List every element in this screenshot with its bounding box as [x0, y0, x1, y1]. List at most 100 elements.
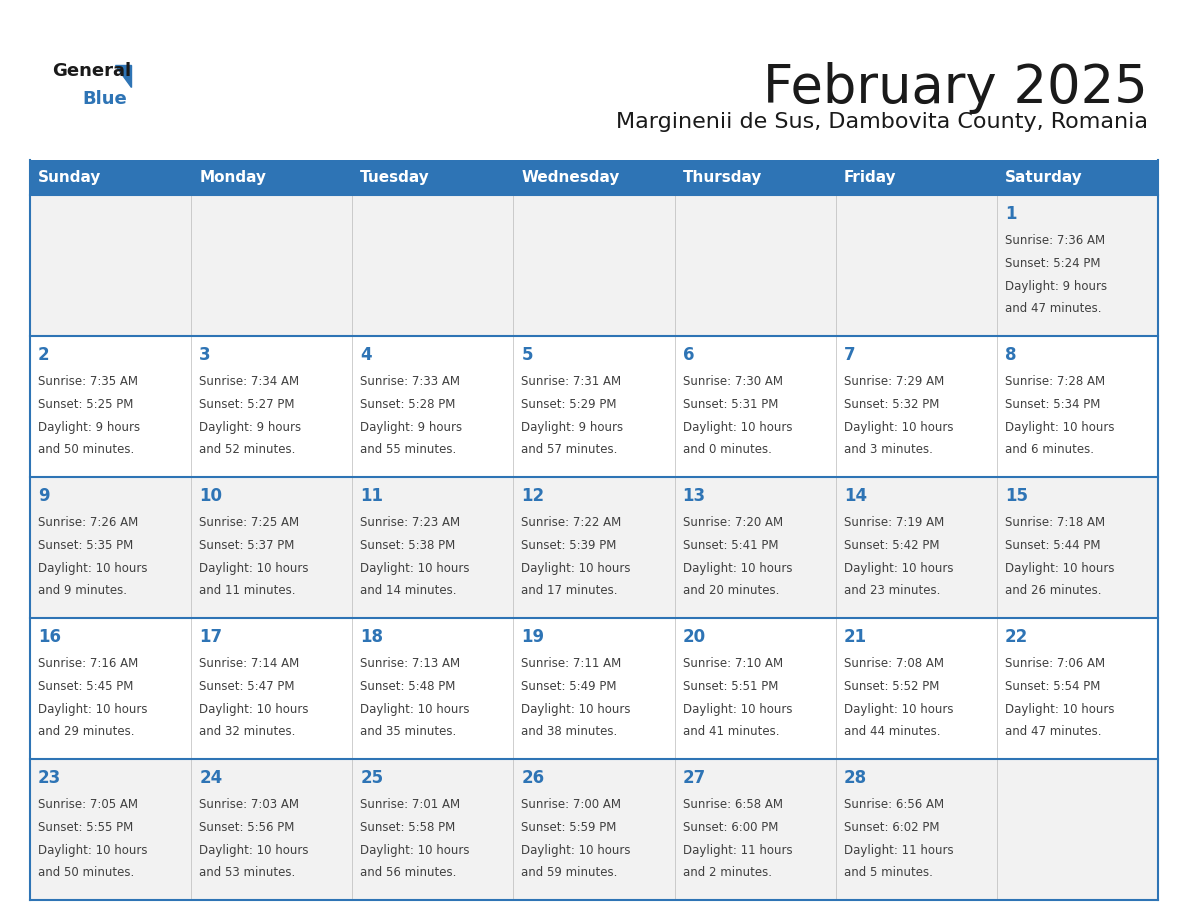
- Text: Sunrise: 7:22 AM: Sunrise: 7:22 AM: [522, 517, 621, 530]
- Text: and 32 minutes.: and 32 minutes.: [200, 725, 296, 738]
- Text: Friday: Friday: [843, 170, 896, 185]
- Text: Sunset: 5:25 PM: Sunset: 5:25 PM: [38, 398, 133, 411]
- Text: and 57 minutes.: and 57 minutes.: [522, 443, 618, 456]
- Text: Daylight: 9 hours: Daylight: 9 hours: [522, 420, 624, 433]
- Text: and 6 minutes.: and 6 minutes.: [1005, 443, 1094, 456]
- FancyBboxPatch shape: [30, 160, 1158, 195]
- Text: 7: 7: [843, 346, 855, 364]
- Text: 28: 28: [843, 769, 867, 787]
- Text: Sunrise: 7:31 AM: Sunrise: 7:31 AM: [522, 375, 621, 388]
- Text: and 11 minutes.: and 11 minutes.: [200, 584, 296, 598]
- Text: Sunset: 5:34 PM: Sunset: 5:34 PM: [1005, 398, 1100, 411]
- Text: Sunrise: 7:35 AM: Sunrise: 7:35 AM: [38, 375, 138, 388]
- Text: Sunset: 5:38 PM: Sunset: 5:38 PM: [360, 539, 455, 552]
- Text: 11: 11: [360, 487, 384, 505]
- Text: Daylight: 10 hours: Daylight: 10 hours: [683, 702, 792, 716]
- Text: Sunset: 5:37 PM: Sunset: 5:37 PM: [200, 539, 295, 552]
- Text: 13: 13: [683, 487, 706, 505]
- Text: Sunrise: 7:20 AM: Sunrise: 7:20 AM: [683, 517, 783, 530]
- Text: Tuesday: Tuesday: [360, 170, 430, 185]
- Text: Daylight: 9 hours: Daylight: 9 hours: [38, 420, 140, 433]
- Text: Daylight: 10 hours: Daylight: 10 hours: [522, 702, 631, 716]
- Text: and 26 minutes.: and 26 minutes.: [1005, 584, 1101, 598]
- Text: 14: 14: [843, 487, 867, 505]
- Text: Daylight: 10 hours: Daylight: 10 hours: [1005, 562, 1114, 575]
- Text: Sunset: 5:32 PM: Sunset: 5:32 PM: [843, 398, 939, 411]
- Text: Sunrise: 7:00 AM: Sunrise: 7:00 AM: [522, 799, 621, 812]
- Text: Sunrise: 7:18 AM: Sunrise: 7:18 AM: [1005, 517, 1105, 530]
- Text: 17: 17: [200, 628, 222, 646]
- Text: Sunrise: 7:30 AM: Sunrise: 7:30 AM: [683, 375, 783, 388]
- Text: 27: 27: [683, 769, 706, 787]
- FancyBboxPatch shape: [30, 477, 1158, 618]
- Text: 12: 12: [522, 487, 544, 505]
- Text: Daylight: 10 hours: Daylight: 10 hours: [843, 562, 953, 575]
- Text: Sunset: 5:29 PM: Sunset: 5:29 PM: [522, 398, 617, 411]
- Text: Sunrise: 6:56 AM: Sunrise: 6:56 AM: [843, 799, 943, 812]
- Text: Sunrise: 7:11 AM: Sunrise: 7:11 AM: [522, 657, 621, 670]
- Text: 2: 2: [38, 346, 50, 364]
- Text: Daylight: 10 hours: Daylight: 10 hours: [38, 702, 147, 716]
- Text: and 47 minutes.: and 47 minutes.: [1005, 302, 1101, 315]
- Text: Sunset: 5:39 PM: Sunset: 5:39 PM: [522, 539, 617, 552]
- Text: 15: 15: [1005, 487, 1028, 505]
- Text: Sunset: 5:54 PM: Sunset: 5:54 PM: [1005, 680, 1100, 693]
- Text: Daylight: 10 hours: Daylight: 10 hours: [38, 844, 147, 856]
- FancyBboxPatch shape: [30, 759, 1158, 900]
- Text: Sunset: 5:27 PM: Sunset: 5:27 PM: [200, 398, 295, 411]
- Text: Sunset: 5:51 PM: Sunset: 5:51 PM: [683, 680, 778, 693]
- Text: Sunset: 5:35 PM: Sunset: 5:35 PM: [38, 539, 133, 552]
- Text: 24: 24: [200, 769, 222, 787]
- Text: Sunset: 5:56 PM: Sunset: 5:56 PM: [200, 821, 295, 834]
- Text: Sunset: 6:00 PM: Sunset: 6:00 PM: [683, 821, 778, 834]
- Text: Sunrise: 7:05 AM: Sunrise: 7:05 AM: [38, 799, 138, 812]
- Text: 16: 16: [38, 628, 61, 646]
- Text: and 0 minutes.: and 0 minutes.: [683, 443, 771, 456]
- Text: and 52 minutes.: and 52 minutes.: [200, 443, 296, 456]
- Text: Daylight: 10 hours: Daylight: 10 hours: [1005, 420, 1114, 433]
- Text: Sunrise: 7:26 AM: Sunrise: 7:26 AM: [38, 517, 138, 530]
- Text: Daylight: 10 hours: Daylight: 10 hours: [843, 702, 953, 716]
- Text: 20: 20: [683, 628, 706, 646]
- Text: 22: 22: [1005, 628, 1028, 646]
- Text: 9: 9: [38, 487, 50, 505]
- FancyBboxPatch shape: [30, 618, 1158, 759]
- Text: and 44 minutes.: and 44 minutes.: [843, 725, 940, 738]
- Text: and 23 minutes.: and 23 minutes.: [843, 584, 940, 598]
- Text: Sunrise: 7:06 AM: Sunrise: 7:06 AM: [1005, 657, 1105, 670]
- Text: and 20 minutes.: and 20 minutes.: [683, 584, 779, 598]
- Text: Sunrise: 7:03 AM: Sunrise: 7:03 AM: [200, 799, 299, 812]
- Text: Sunset: 5:47 PM: Sunset: 5:47 PM: [200, 680, 295, 693]
- Text: Sunrise: 7:34 AM: Sunrise: 7:34 AM: [200, 375, 299, 388]
- Text: and 59 minutes.: and 59 minutes.: [522, 867, 618, 879]
- Text: Sunset: 5:44 PM: Sunset: 5:44 PM: [1005, 539, 1100, 552]
- Text: Sunrise: 7:08 AM: Sunrise: 7:08 AM: [843, 657, 943, 670]
- Text: Sunrise: 7:23 AM: Sunrise: 7:23 AM: [360, 517, 461, 530]
- Text: Daylight: 11 hours: Daylight: 11 hours: [683, 844, 792, 856]
- Text: Marginenii de Sus, Dambovita County, Romania: Marginenii de Sus, Dambovita County, Rom…: [617, 112, 1148, 132]
- Text: and 47 minutes.: and 47 minutes.: [1005, 725, 1101, 738]
- Text: and 35 minutes.: and 35 minutes.: [360, 725, 456, 738]
- Text: Daylight: 10 hours: Daylight: 10 hours: [200, 702, 309, 716]
- Text: Sunrise: 7:13 AM: Sunrise: 7:13 AM: [360, 657, 461, 670]
- Text: and 56 minutes.: and 56 minutes.: [360, 867, 456, 879]
- Text: Daylight: 10 hours: Daylight: 10 hours: [360, 562, 469, 575]
- Text: Daylight: 10 hours: Daylight: 10 hours: [200, 844, 309, 856]
- Text: 26: 26: [522, 769, 544, 787]
- Text: 10: 10: [200, 487, 222, 505]
- Text: Daylight: 10 hours: Daylight: 10 hours: [360, 844, 469, 856]
- Text: Sunset: 5:41 PM: Sunset: 5:41 PM: [683, 539, 778, 552]
- Text: Daylight: 10 hours: Daylight: 10 hours: [843, 420, 953, 433]
- Text: and 55 minutes.: and 55 minutes.: [360, 443, 456, 456]
- Text: and 41 minutes.: and 41 minutes.: [683, 725, 779, 738]
- Text: Sunrise: 7:25 AM: Sunrise: 7:25 AM: [200, 517, 299, 530]
- Text: Sunset: 6:02 PM: Sunset: 6:02 PM: [843, 821, 940, 834]
- Text: and 53 minutes.: and 53 minutes.: [200, 867, 296, 879]
- Text: Sunrise: 7:19 AM: Sunrise: 7:19 AM: [843, 517, 944, 530]
- Text: Sunrise: 7:36 AM: Sunrise: 7:36 AM: [1005, 234, 1105, 248]
- Text: Sunrise: 7:14 AM: Sunrise: 7:14 AM: [200, 657, 299, 670]
- Text: 8: 8: [1005, 346, 1017, 364]
- Text: Sunset: 5:49 PM: Sunset: 5:49 PM: [522, 680, 617, 693]
- Text: Sunset: 5:45 PM: Sunset: 5:45 PM: [38, 680, 133, 693]
- Text: Sunday: Sunday: [38, 170, 101, 185]
